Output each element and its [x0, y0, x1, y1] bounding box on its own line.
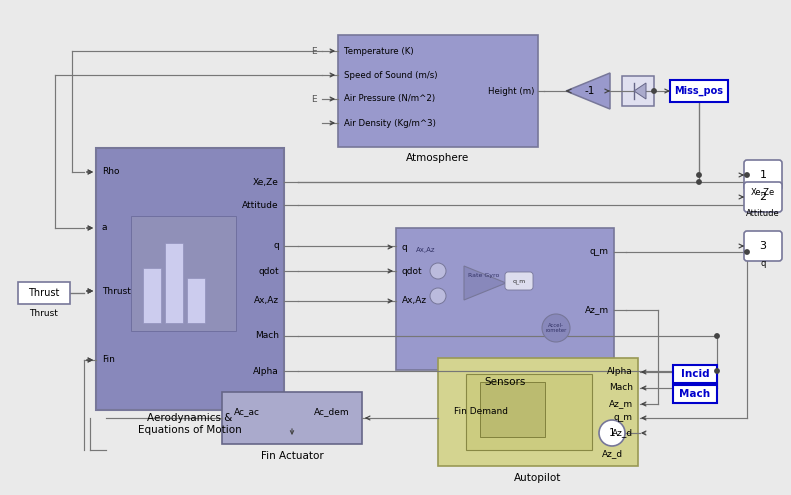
- Text: Mach: Mach: [255, 332, 279, 341]
- Text: Height (m): Height (m): [487, 87, 534, 96]
- Text: Mach: Mach: [609, 384, 633, 393]
- FancyBboxPatch shape: [673, 385, 717, 403]
- Text: Thrust: Thrust: [102, 287, 131, 296]
- Circle shape: [430, 263, 446, 279]
- Circle shape: [652, 89, 657, 93]
- FancyBboxPatch shape: [396, 228, 614, 370]
- FancyBboxPatch shape: [338, 35, 538, 147]
- Text: Accel-
rometer: Accel- rometer: [545, 323, 566, 334]
- Text: Attitude: Attitude: [242, 200, 279, 209]
- Text: Fin Demand: Fin Demand: [454, 407, 508, 416]
- Text: Xe,Ze: Xe,Ze: [751, 188, 775, 197]
- Text: q_m: q_m: [590, 248, 609, 256]
- Text: 1: 1: [759, 170, 766, 180]
- Circle shape: [542, 314, 570, 342]
- Text: 3: 3: [759, 241, 766, 251]
- Circle shape: [697, 180, 701, 184]
- Text: Alpha: Alpha: [253, 366, 279, 376]
- Text: Incid: Incid: [681, 369, 710, 379]
- FancyBboxPatch shape: [673, 365, 717, 383]
- Text: Rate Gyro: Rate Gyro: [468, 274, 500, 279]
- FancyBboxPatch shape: [18, 282, 70, 304]
- Text: Mach: Mach: [679, 389, 710, 399]
- Text: Alpha: Alpha: [607, 367, 633, 377]
- Text: Az_m: Az_m: [609, 399, 633, 408]
- Text: Ax,Az: Ax,Az: [402, 297, 427, 305]
- Circle shape: [697, 173, 701, 177]
- Text: Fin Actuator: Fin Actuator: [260, 451, 324, 461]
- FancyBboxPatch shape: [187, 278, 205, 323]
- Text: Ac_dem: Ac_dem: [314, 407, 350, 416]
- FancyBboxPatch shape: [222, 392, 362, 444]
- Polygon shape: [634, 83, 646, 99]
- Text: Az_d: Az_d: [612, 429, 633, 438]
- Text: q: q: [402, 243, 407, 251]
- FancyBboxPatch shape: [438, 358, 638, 466]
- Text: Speed of Sound (m/s): Speed of Sound (m/s): [344, 70, 437, 80]
- Text: 1: 1: [609, 428, 615, 438]
- Text: Az_d: Az_d: [601, 449, 623, 458]
- Text: Rho: Rho: [102, 167, 119, 177]
- Text: Air Pressure (N/m^2): Air Pressure (N/m^2): [344, 95, 435, 103]
- FancyBboxPatch shape: [744, 182, 782, 212]
- Text: Atmosphere: Atmosphere: [407, 153, 470, 163]
- Text: Ax,Az: Ax,Az: [416, 247, 436, 253]
- Text: a: a: [102, 224, 108, 233]
- FancyBboxPatch shape: [670, 80, 728, 102]
- Text: Az_m: Az_m: [585, 305, 609, 314]
- Text: qdot: qdot: [259, 266, 279, 276]
- Circle shape: [745, 250, 749, 254]
- Polygon shape: [566, 73, 610, 109]
- Text: Temperature (K): Temperature (K): [344, 47, 414, 55]
- FancyBboxPatch shape: [143, 268, 161, 323]
- Text: q: q: [273, 242, 279, 250]
- Text: q_m: q_m: [614, 413, 633, 423]
- Circle shape: [715, 334, 719, 338]
- Text: Ax,Az: Ax,Az: [254, 297, 279, 305]
- Text: Sensors: Sensors: [484, 377, 526, 387]
- Text: -1: -1: [585, 86, 595, 96]
- Text: Fin: Fin: [102, 355, 115, 364]
- Circle shape: [430, 288, 446, 304]
- Text: Air Density (Kg/m^3): Air Density (Kg/m^3): [344, 118, 436, 128]
- Text: q: q: [760, 258, 766, 267]
- Text: Xe,Ze: Xe,Ze: [253, 178, 279, 187]
- Circle shape: [715, 369, 719, 373]
- Text: q_m: q_m: [513, 279, 526, 284]
- Circle shape: [599, 420, 625, 446]
- Text: qdot: qdot: [402, 266, 422, 276]
- FancyBboxPatch shape: [466, 374, 592, 450]
- Text: Autopilot: Autopilot: [514, 473, 562, 483]
- Text: Thrust: Thrust: [29, 309, 59, 318]
- Text: Aerodynamics &
Equations of Motion: Aerodynamics & Equations of Motion: [138, 413, 242, 435]
- Polygon shape: [464, 266, 506, 300]
- Text: Thrust: Thrust: [28, 288, 59, 298]
- FancyBboxPatch shape: [622, 76, 654, 106]
- Text: E: E: [311, 47, 317, 55]
- FancyBboxPatch shape: [744, 231, 782, 261]
- FancyBboxPatch shape: [131, 216, 236, 331]
- FancyBboxPatch shape: [480, 382, 545, 437]
- Circle shape: [745, 173, 749, 177]
- Text: 2: 2: [759, 192, 766, 202]
- Text: E: E: [311, 95, 317, 103]
- FancyBboxPatch shape: [96, 148, 284, 410]
- FancyBboxPatch shape: [744, 160, 782, 190]
- Text: Attitude: Attitude: [746, 209, 780, 218]
- Text: Ac_ac: Ac_ac: [234, 407, 260, 416]
- Text: Miss_pos: Miss_pos: [675, 86, 724, 96]
- FancyBboxPatch shape: [505, 272, 533, 290]
- FancyBboxPatch shape: [165, 243, 183, 323]
